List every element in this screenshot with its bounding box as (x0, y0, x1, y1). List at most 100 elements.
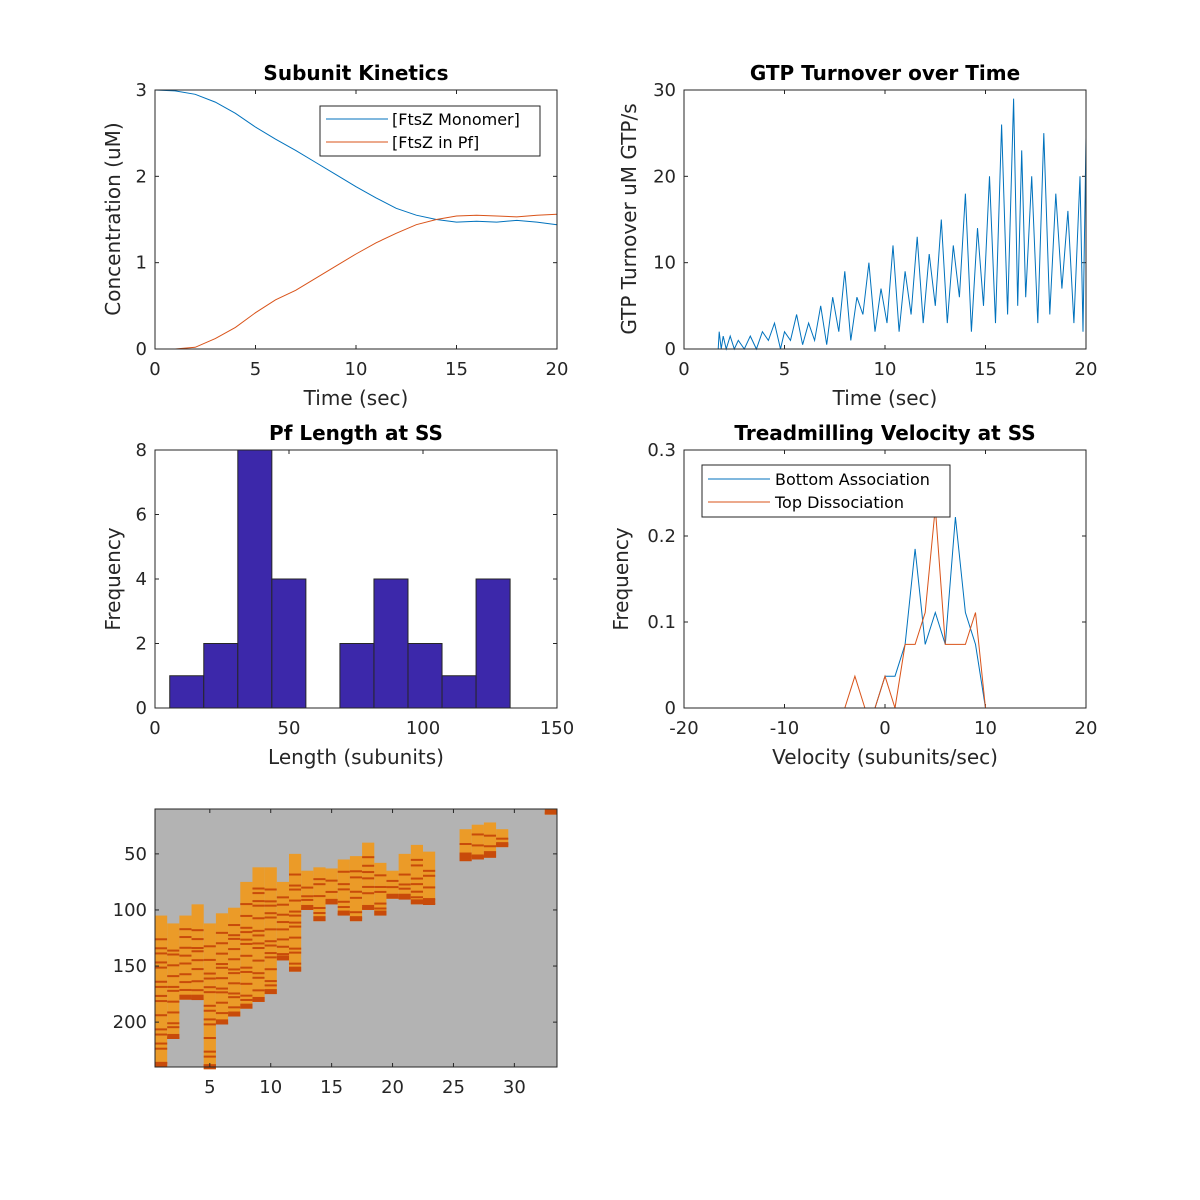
raster-mark (203, 1018, 216, 1021)
pflength-ytick-label: 2 (136, 634, 147, 655)
raster-mark (337, 888, 350, 891)
pflength-bar (373, 578, 409, 709)
raster-column-end (240, 1003, 253, 1009)
treadmill-ytick-label: 0.1 (647, 612, 676, 633)
raster-mark (252, 904, 265, 907)
raster-mark (228, 996, 241, 999)
raster-mark (276, 913, 289, 916)
raster-mark (179, 973, 192, 976)
raster-mark (191, 938, 204, 941)
raster-mark (349, 870, 363, 873)
raster-mark (252, 917, 265, 920)
gtp-xlabel: Time (sec) (832, 386, 938, 410)
raster-mark (337, 906, 350, 909)
raster-mark (374, 902, 387, 905)
raster-mark (167, 953, 180, 956)
raster-mark (215, 966, 229, 969)
raster-mark (264, 984, 277, 987)
raster-mark (215, 977, 229, 980)
raster-mark (191, 950, 204, 953)
raster-mark (215, 1001, 229, 1004)
gtp-plot-area (684, 98, 1087, 351)
raster-mark (179, 962, 192, 965)
raster-mark (362, 877, 375, 880)
raster-column-end (325, 899, 338, 905)
raster-mark (228, 992, 241, 995)
pflength-bar (339, 643, 375, 709)
raster-column (410, 844, 423, 905)
raster-mark (240, 938, 253, 941)
raster-mark (155, 980, 168, 983)
kinetics-title: Subunit Kinetics (263, 61, 448, 85)
raster-column-end (459, 854, 472, 860)
kinetics-xtick-label: 0 (149, 359, 160, 380)
kinetics-legend-label-monomer: [FtsZ Monomer] (392, 110, 520, 129)
pflength-bar (169, 675, 205, 709)
treadmill-xtick-label: 20 (1075, 718, 1098, 739)
treadmill-ytick-label: 0.3 (647, 440, 676, 461)
raster-column (301, 870, 314, 910)
raster-mark (240, 998, 253, 1001)
raster-mark (264, 956, 277, 959)
raster-mark (276, 945, 289, 948)
raster-mark (289, 899, 302, 902)
kinetics-panel: Subunit Kinetics 0 5 10 15 20 0 1 2 3 Time (sec)… (101, 61, 568, 410)
raster-mark (203, 1055, 216, 1058)
raster-column-end (264, 989, 277, 995)
pflength-ytick-label: 8 (136, 440, 147, 461)
raster-mark (179, 954, 192, 957)
pflength-ytick-label: 0 (136, 698, 147, 719)
raster-mark (252, 900, 265, 903)
raster-mark (386, 886, 399, 889)
raster-mark (155, 947, 168, 950)
raster-mark (410, 883, 423, 886)
pflength-xtick-label: 50 (278, 718, 301, 739)
raster-mark (483, 834, 497, 837)
pflength-bar (441, 675, 477, 709)
kinetics-xlabel: Time (sec) (303, 386, 409, 410)
raster-column-end (215, 1019, 229, 1025)
raster-mark (325, 890, 338, 893)
raster-mark (215, 942, 229, 945)
raster-mark (191, 989, 204, 992)
gtp-xtick-label: 10 (874, 359, 897, 380)
raster-xtick-label: 15 (320, 1077, 343, 1098)
gtp-panel: GTP Turnover over Time 0 5 10 15 20 0 10 20 30 T… (617, 61, 1097, 410)
raster-mark (228, 982, 241, 985)
raster-mark (337, 900, 350, 903)
raster-column-end (471, 854, 484, 860)
treadmill-series-0-line (834, 517, 1006, 709)
pflength-bar (237, 449, 273, 709)
raster-mark (337, 883, 350, 886)
raster-mark (203, 1050, 216, 1053)
raster-mark (276, 903, 289, 906)
raster-mark (289, 910, 302, 913)
kinetics-ytick-label: 0 (136, 339, 147, 360)
raster-mark (155, 966, 168, 969)
raster-mark (289, 884, 302, 887)
raster-mark (483, 845, 497, 848)
kinetics-axes-frame (154, 89, 558, 350)
raster-mark (423, 869, 436, 872)
kinetics-xtick-label: 10 (345, 359, 368, 380)
raster-mark (203, 977, 216, 980)
raster-mark (276, 928, 289, 931)
raster-mark (289, 936, 302, 939)
raster-mark (349, 876, 363, 879)
treadmill-xtick-label: -20 (669, 718, 698, 739)
kinetics-ytick-label: 1 (136, 253, 147, 274)
raster-column-end (313, 916, 326, 922)
pflength-bar (407, 643, 443, 709)
kinetics-series-1-line (155, 213, 558, 350)
raster-mark (167, 1026, 180, 1029)
kinetics-xtick-label: 5 (250, 359, 261, 380)
pflength-bar (271, 578, 307, 709)
kinetics-series-0-line (154, 89, 558, 226)
raster-mark (459, 859, 472, 862)
raster-mark (228, 948, 241, 951)
raster-column-end (423, 899, 436, 905)
raster-column (215, 913, 229, 1025)
treadmill-series-1-line (734, 507, 1026, 709)
treadmill-xtick-label: 0 (879, 718, 890, 739)
treadmill-ytick-label: 0 (665, 698, 676, 719)
